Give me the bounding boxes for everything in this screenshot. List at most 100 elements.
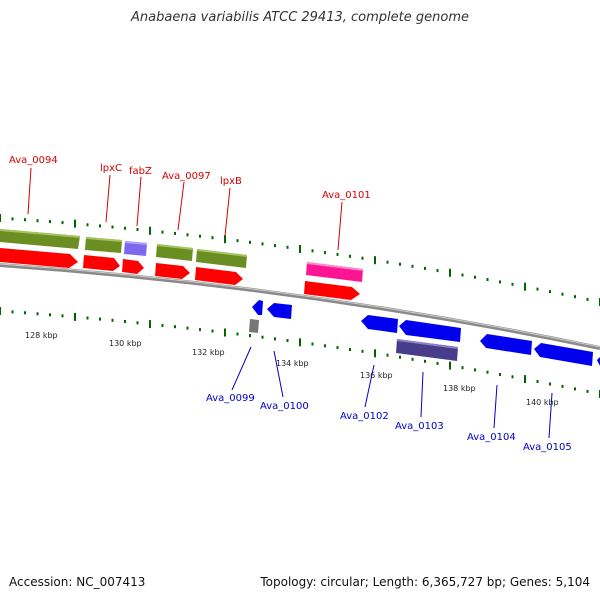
outer-tick-4 (49, 220, 51, 224)
leader-ava0102 (364, 364, 375, 408)
inner-tick-10 (124, 320, 126, 323)
outer-tick-32 (399, 262, 401, 266)
outer-tick-37 (461, 273, 464, 277)
leader-ava0103 (420, 371, 424, 418)
bottom-gene-labels: Ava_0099 Ava_0100 Ava_0102 Ava_0103 Ava_… (206, 346, 572, 453)
inner-tick-47 (586, 389, 589, 393)
feature-track-reverse (249, 300, 600, 366)
scale-label-140kbp: 140 kbp (526, 398, 559, 407)
cds-arrow-ava0099 (252, 300, 263, 315)
label-ava0094: Ava_0094 (9, 155, 58, 166)
outer-tick-29 (361, 256, 364, 260)
outer-tick-20 (249, 240, 251, 244)
gene-block-lpxb (196, 249, 247, 268)
inner-tick-33 (411, 357, 414, 361)
cds-arrow-edge (597, 357, 600, 366)
outer-tick-22 (274, 244, 276, 248)
cds-arrow-ava0094 (0, 248, 78, 268)
inner-tick-46 (574, 387, 576, 391)
outer-tick-24 (299, 245, 301, 253)
outer-tick-21 (261, 242, 264, 246)
inner-tick-32 (399, 355, 401, 359)
label-ava0102: Ava_0102 (340, 411, 389, 422)
cds-arrow-lpxb (195, 267, 243, 285)
gene-block-ava0094 (0, 229, 80, 249)
outer-tick-43 (536, 287, 539, 291)
gene-block-fabz-top (125, 241, 147, 245)
inner-tick-31 (386, 353, 389, 357)
outer-tick-16 (199, 234, 201, 238)
gene-block-ava0101-top (307, 262, 363, 271)
outer-tick-9 (111, 225, 114, 229)
scale-labels: 128 kbp 130 kbp 132 kbp 134 kbp 136 kbp … (25, 331, 559, 407)
label-ava0100: Ava_0100 (260, 401, 309, 412)
outer-tick-45 (561, 292, 564, 296)
outer-tick-8 (99, 224, 101, 228)
feature-track-outer (0, 229, 363, 282)
label-ava0101: Ava_0101 (322, 190, 371, 201)
inner-tick-17 (211, 329, 214, 333)
inner-tick-30 (374, 349, 376, 358)
scale-label-138kbp: 138 kbp (443, 384, 476, 393)
outer-tick-27 (336, 252, 339, 256)
gene-block-fabz (124, 241, 147, 256)
inner-tick-13 (161, 323, 164, 327)
cds-arrow-ava0105 (534, 343, 593, 366)
inner-tick-38 (474, 368, 476, 372)
leader-ava0100 (273, 350, 284, 398)
outer-tick-12 (149, 226, 151, 235)
inner-tick-16 (199, 328, 201, 332)
inner-tick-37 (461, 366, 464, 370)
gene-block-ava0103-dark (396, 339, 458, 361)
outer-tick-ring (0, 214, 600, 306)
leader-ava0094 (27, 167, 32, 215)
outer-tick-39 (486, 278, 489, 281)
inner-tick-36 (449, 361, 451, 370)
leader-ava0104 (493, 384, 498, 429)
outer-tick-23 (286, 245, 289, 249)
outer-tick-6 (74, 219, 76, 228)
label-lpxb: lpxB (220, 176, 242, 187)
outer-tick-1 (11, 217, 14, 221)
inner-tick-23 (286, 339, 289, 342)
inner-tick-19 (236, 332, 239, 336)
leader-ava0097 (177, 181, 185, 231)
inner-tick-0 (0, 307, 1, 315)
outer-tick-33 (411, 264, 414, 268)
outer-tick-44 (549, 290, 551, 294)
outer-tick-10 (124, 226, 126, 230)
outer-tick-41 (511, 282, 514, 286)
gene-block-lpxc-top (86, 237, 122, 242)
gene-block-ava0101 (306, 262, 363, 282)
inner-tick-27 (336, 346, 339, 350)
outer-tick-36 (449, 268, 451, 277)
outer-tick-28 (349, 254, 351, 258)
label-ava0097: Ava_0097 (162, 171, 211, 182)
scale-label-132kbp: 132 kbp (192, 348, 225, 357)
inner-tick-3 (36, 312, 39, 316)
cds-arrow-ava0097 (155, 263, 190, 279)
cds-arrow-ava0104 (480, 334, 532, 355)
feature-track-cds-forward (0, 248, 360, 300)
leader-fabz (136, 176, 142, 227)
scale-label-136kbp: 136 kbp (360, 371, 393, 380)
outer-tick-11 (136, 228, 139, 231)
label-ava0103: Ava_0103 (395, 421, 444, 432)
outer-tick-40 (499, 280, 501, 284)
outer-tick-47 (586, 297, 589, 301)
inner-tick-44 (549, 382, 551, 386)
inner-tick-5 (61, 314, 64, 318)
inner-tick-7 (86, 316, 89, 320)
gene-block-ava0097-top (157, 244, 193, 250)
inner-tick-14 (174, 325, 176, 329)
outer-tick-5 (61, 221, 64, 225)
inner-tick-35 (436, 361, 439, 365)
inner-tick-22 (274, 337, 276, 341)
outer-tick-42 (524, 282, 526, 291)
cds-arrow-lpxc (83, 255, 120, 271)
map-title: Anabaena variabilis ATCC 29413, complete… (131, 10, 469, 25)
label-ava0099: Ava_0099 (206, 393, 255, 404)
genome-stats-label: Topology: circular; Length: 6,365,727 bp… (260, 575, 590, 589)
